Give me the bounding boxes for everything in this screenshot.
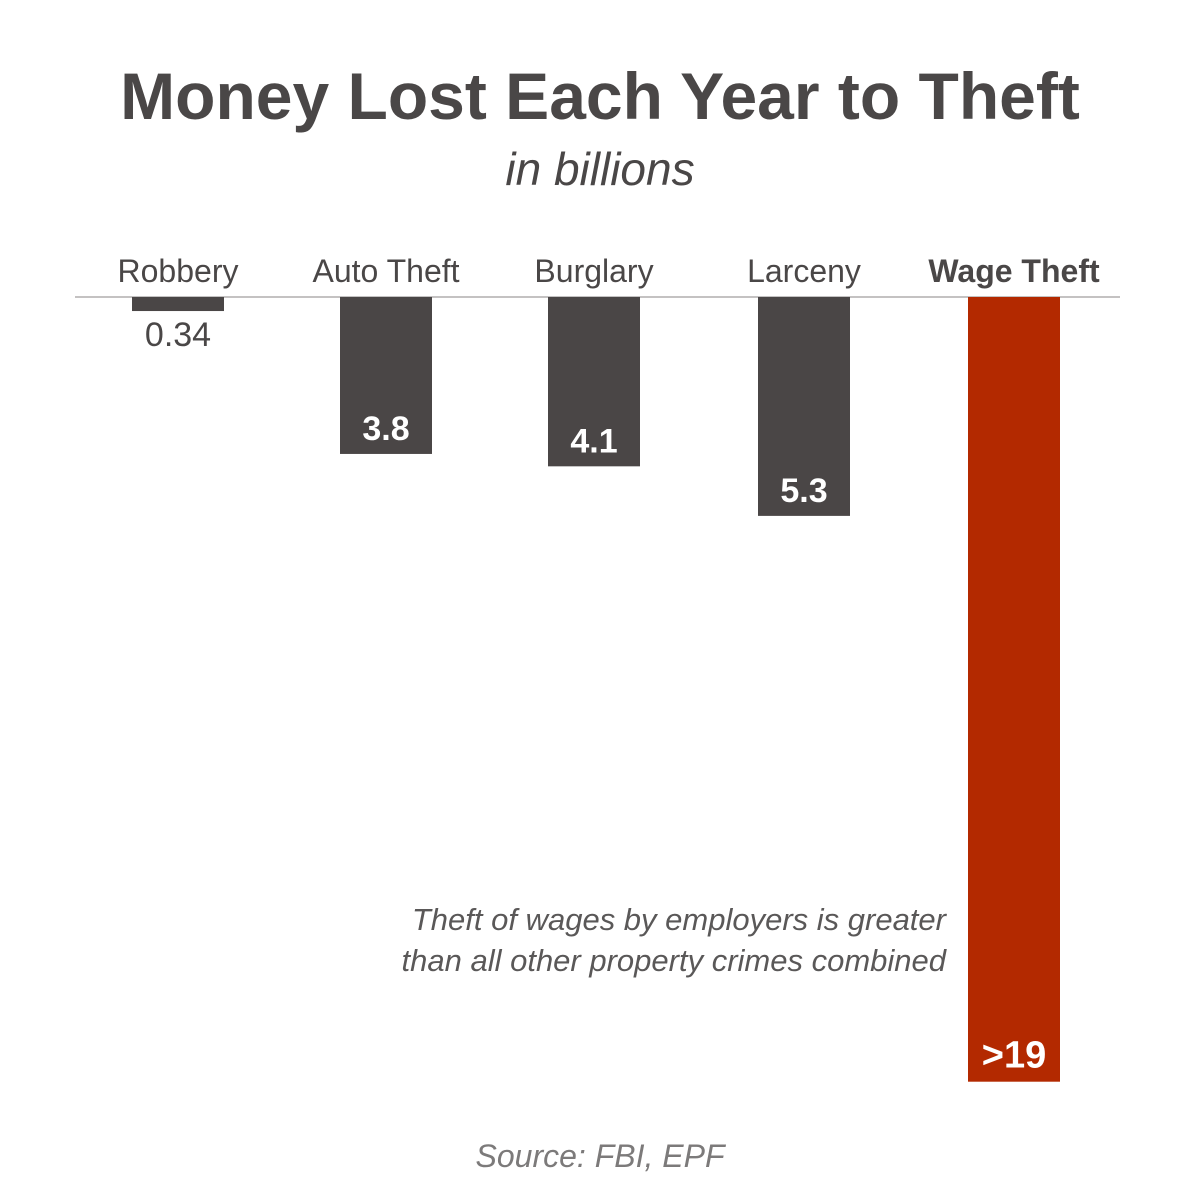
bar: [758, 297, 850, 516]
category-label: Auto Theft: [312, 253, 459, 289]
value-label: 0.34: [145, 316, 211, 354]
bar: [340, 297, 432, 454]
annotation-line: than all other property crimes combined: [402, 943, 948, 978]
annotation-line: Theft of wages by employers is greater: [412, 902, 948, 937]
category-label: Robbery: [118, 253, 239, 289]
category-label: Larceny: [747, 253, 861, 289]
source-note: Source: FBI, EPF: [475, 1138, 725, 1174]
value-label: 4.1: [570, 422, 617, 460]
value-label: 5.3: [780, 472, 827, 510]
category-label: Burglary: [534, 253, 653, 289]
bar: [132, 297, 224, 312]
value-label: >19: [982, 1035, 1046, 1077]
chart-title: Money Lost Each Year to Theft: [120, 59, 1080, 133]
value-label: 3.8: [362, 410, 409, 448]
bar: [968, 297, 1060, 1082]
bar: [548, 297, 640, 467]
category-label: Wage Theft: [928, 253, 1100, 289]
chart-subtitle: in billions: [505, 143, 695, 195]
